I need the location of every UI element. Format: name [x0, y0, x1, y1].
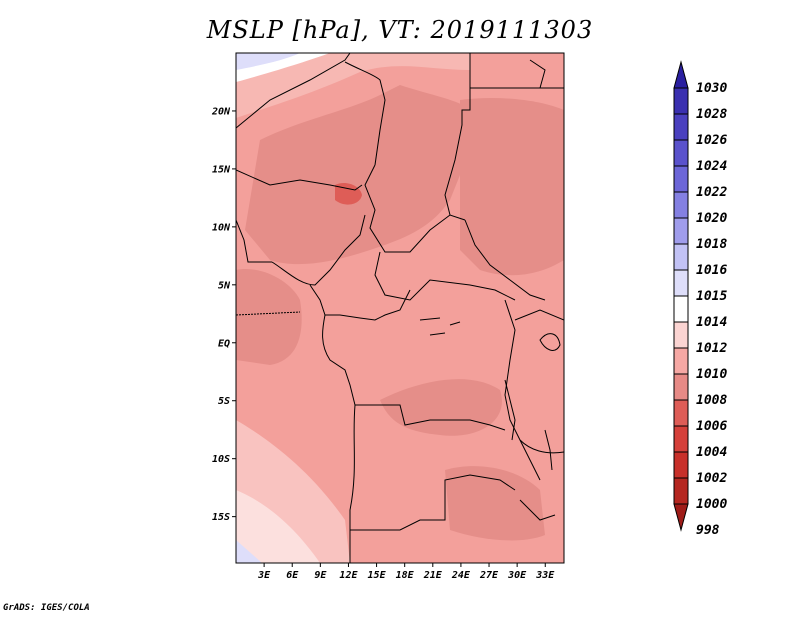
coast-nile-delta [529, 59, 546, 89]
lon-tick-label: 15E [368, 570, 387, 581]
colorbar-level-label: 1000 [696, 497, 727, 512]
colorbar-swatch [673, 399, 689, 427]
colorbar-swatch [673, 425, 689, 453]
field-1008-gulf [236, 269, 302, 365]
colorbar-swatch [673, 321, 689, 349]
lat-tick-label: EQ [218, 338, 230, 349]
colorbar-swatch [673, 243, 689, 271]
lat-tick-label: 5S [218, 396, 230, 407]
grads-credit: GrADS: IGES/COLA [3, 603, 90, 613]
colorbar-level-label: 1012 [696, 341, 727, 356]
colorbar-swatch [673, 217, 689, 245]
river-congo-marks [419, 317, 461, 336]
field-1008-congo [380, 379, 502, 436]
coast-gabon-congo [322, 314, 356, 406]
colorbar-swatch [673, 139, 689, 167]
colorbar-level-label: 1020 [696, 211, 727, 226]
colorbar-swatch [673, 87, 689, 115]
border-zambia-zimbabwe [519, 499, 556, 521]
colorbar-swatch [673, 477, 689, 505]
border-cameroon-congo [309, 284, 411, 321]
colorbar-swatch [673, 165, 689, 193]
latitude-axis: 20N 15N 10N 5N EQ 5S 10S 15S [211, 106, 236, 523]
field-1008-sahel [245, 85, 470, 265]
pressure-field [236, 53, 564, 563]
colorbar-swatch [673, 451, 689, 479]
field-1016-north [236, 53, 300, 70]
border-niger-chad-north [344, 61, 386, 166]
border-chad-car [364, 164, 466, 253]
lon-tick-label: 30E [507, 570, 527, 581]
border-niger-algeria [236, 53, 351, 129]
lon-tick-label: 6E [286, 570, 299, 581]
lat-tick-label: 15S [212, 512, 230, 523]
field-1008-zambia [445, 466, 545, 541]
lat-tick-label: 5N [218, 280, 231, 291]
border-sudan-south [464, 219, 546, 301]
lat-tick-label: 20N [211, 106, 231, 117]
lat-tick-label: 10S [212, 454, 230, 465]
border-chad-sudan [444, 53, 471, 216]
lat-tick-label: 10N [212, 222, 231, 233]
colorbar-level-label: 998 [696, 523, 720, 538]
boundaries [236, 53, 564, 563]
field-1014-southwest [236, 490, 320, 563]
lon-tick-label: 3E [257, 570, 271, 581]
lon-tick-label: 12E [339, 570, 358, 581]
border-nigeria-cameroon [271, 214, 366, 286]
colorbar-level-label: 1010 [696, 367, 727, 382]
lake-malawi [544, 429, 553, 471]
colorbar-swatch [673, 373, 689, 401]
colorbar-level-label: 1008 [696, 393, 727, 408]
colorbar-level-label: 1002 [696, 471, 727, 486]
lat-tick-label: 15N [212, 164, 231, 175]
colorbar-bottom-arrow [673, 503, 689, 532]
lon-tick-label: 24E [451, 570, 471, 581]
colorbar-level-label: 1026 [696, 133, 727, 148]
border-tanzania [519, 439, 564, 454]
colorbar-level-label: 1015 [696, 289, 727, 304]
colorbar-level-label: 1016 [696, 263, 727, 278]
colorbar-swatch [673, 269, 689, 297]
lon-tick-label: 21E [423, 570, 443, 581]
border-angola-drc [355, 404, 506, 431]
colorbar-swatch [673, 347, 689, 375]
border-uganda [514, 309, 564, 321]
lon-tick-label: 27E [479, 570, 499, 581]
coast-gulf-guinea [236, 311, 301, 316]
colorbar-level-label: 1004 [696, 445, 727, 460]
colorbar-swatch [673, 295, 689, 323]
coast-angola [349, 404, 356, 563]
lon-tick-label: 9E [314, 570, 327, 581]
lake-tanganyika [504, 379, 516, 441]
colorbar-level-label: 1024 [696, 159, 727, 174]
border-angola-namibia-zambia [350, 474, 516, 531]
colorbar: 1030 1028 1026 1024 1022 1020 1018 1016 1015 1014… [673, 60, 727, 538]
field-1008-sudan [460, 98, 564, 276]
border-drc-east [504, 299, 541, 481]
map-title: MSLP [hPa], VT: 2019111303 [206, 16, 594, 44]
colorbar-level-label: 1018 [696, 237, 727, 252]
colorbar-swatch [673, 191, 689, 219]
lake-victoria [539, 333, 561, 351]
field-1015-southwest [236, 540, 262, 563]
map-frame [235, 52, 565, 564]
colorbar-top-arrow [673, 60, 689, 89]
colorbar-swatch [673, 113, 689, 141]
lon-tick-label: 33E [535, 570, 555, 581]
colorbar-level-label: 1030 [696, 81, 727, 96]
field-1006-lake-chad [335, 183, 362, 205]
longitude-axis: 3E 6E 9E 12E 15E 18E 21E 24E 27E 30E 33E [257, 563, 555, 581]
lon-tick-label: 18E [396, 570, 415, 581]
border-nigeria-niger [236, 169, 363, 191]
colorbar-level-label: 1022 [696, 185, 727, 200]
border-car-drc [374, 251, 516, 301]
field-1012-north [236, 53, 470, 118]
border-benin-togo [236, 219, 272, 263]
colorbar-level-label: 1028 [696, 107, 727, 122]
colorbar-level-label: 1014 [696, 315, 727, 330]
colorbar-level-label: 1006 [696, 419, 727, 434]
